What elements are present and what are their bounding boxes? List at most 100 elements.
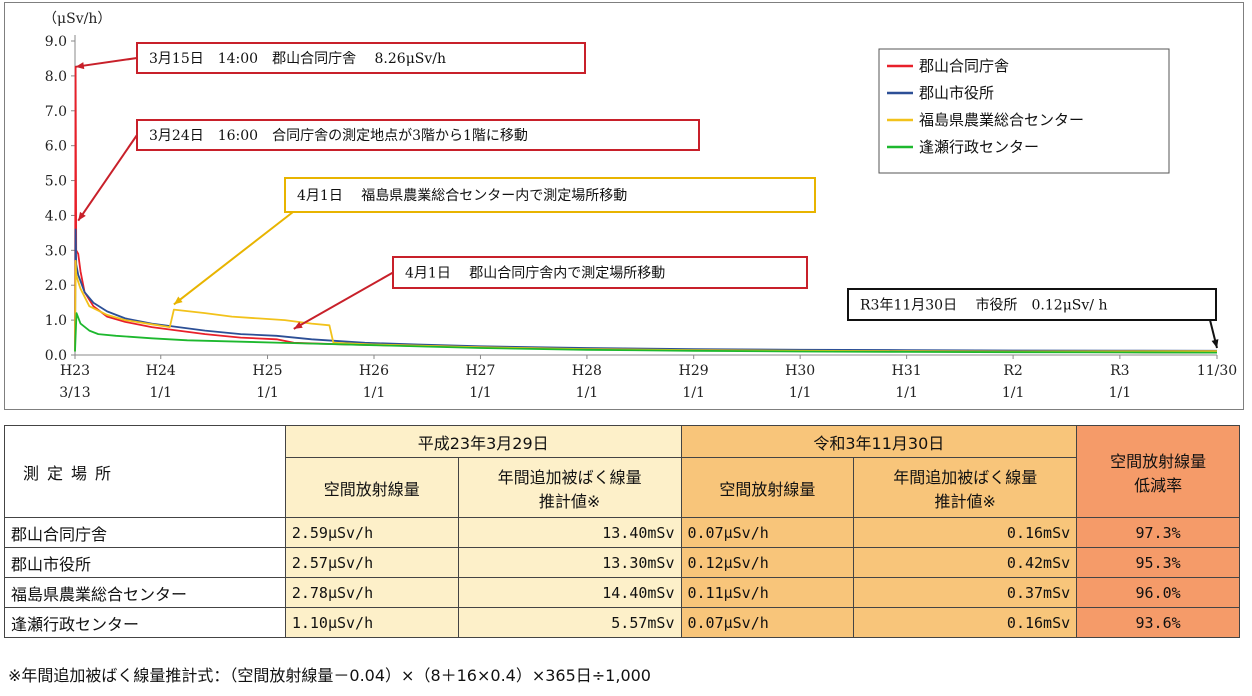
annotation-box-1 [136,42,586,74]
header-location: 測定場所 [4,425,286,518]
y-tick-label: 0.0 [45,348,67,364]
x-tick-label: 1/1 [149,385,172,401]
x-tick-label: H24 [146,363,176,379]
annotation-text-4: 4月1日 郡山合同庁舎内で測定場所移動 [405,266,665,282]
y-tick-label: 2.0 [45,278,67,294]
row-reduction-rate: 97.3% [1076,517,1240,548]
y-unit-label: （μSv/h） [43,11,111,27]
header-air-dose-2: 空間放射線量 [680,457,855,518]
row-air-dose-1: 2.57μSv/h [284,547,459,578]
legend-box [878,48,1170,174]
row-reduction-rate: 93.6% [1076,607,1240,638]
series-line-2 [74,228,1218,352]
row-air-dose-2: 0.12μSv/h [680,547,855,578]
row-location: 福島県農業総合センター [4,577,286,608]
annotation-arrow-4 [293,271,394,330]
x-tick-label: 1/1 [1109,385,1132,401]
annotation-arrowhead-3 [173,296,183,305]
legend-entry: 郡山市役所 [919,84,994,102]
row-annual-dose-2: 0.37mSv [853,577,1078,608]
x-tick-label: H29 [679,363,709,379]
row-air-dose-2: 0.07μSv/h [680,517,855,548]
x-tick-label: R2 [1003,363,1022,379]
y-tick-label: 4.0 [45,208,67,224]
annotation-text-2: 3月24日 16:00 合同庁舎の測定地点が3階から1階に移動 [149,128,528,144]
row-reduction-rate: 95.3% [1076,547,1240,578]
table-row: 郡山市役所 2.57μSv/h 13.30mSv 0.12μSv/h 0.42m… [4,547,1240,578]
annotation-arrowhead-4 [293,321,303,329]
annotation-arrowhead-1 [75,62,85,70]
annotation-arrow-2 [77,134,138,222]
x-tick-label: 11/30 [1197,363,1237,379]
x-tick-label: H28 [572,363,602,379]
row-air-dose-1: 2.59μSv/h [284,517,459,548]
x-tick-label: H31 [892,363,922,379]
y-tick-label: 6.0 [45,139,67,155]
row-annual-dose-2: 0.16mSv [853,517,1078,548]
legend-entry: 福島県農業総合センター [919,111,1084,129]
y-tick-label: 7.0 [45,104,67,120]
annotation-box-3 [284,177,816,213]
row-annual-dose-2: 0.16mSv [853,607,1078,638]
row-air-dose-1: 2.78μSv/h [284,577,459,608]
y-tick-label: 5.0 [45,174,67,190]
row-annual-dose-1: 5.57mSv [457,607,682,638]
row-reduction-rate: 96.0% [1076,577,1240,608]
y-tick-label: 9.0 [45,34,67,50]
x-tick-label: 1/1 [682,385,705,401]
x-tick-label: 1/1 [363,385,386,401]
x-tick-label: 1/1 [576,385,599,401]
annotation-text-5: R3年11月30日 市役所 0.12μSv/ h [860,297,1107,314]
table-row: 福島県農業総合センター 2.78μSv/h 14.40mSv 0.11μSv/h… [4,577,1240,608]
annotation-arrowhead-2 [78,211,86,221]
header-reduction-rate: 空間放射線量 低減率 [1076,425,1240,518]
x-tick-label: 1/1 [895,385,918,401]
radiation-line-chart: （μSv/h） 0.0 1.0 2.0 3.0 4.0 5.0 6.0 7.0 8.0 9.0 H23… [43,11,1237,401]
x-tick-label: H30 [785,363,815,379]
annotation-arrow-3 [173,211,294,306]
y-tick-label: 8.0 [45,69,67,85]
row-location: 郡山市役所 [4,547,286,578]
row-annual-dose-1: 13.30mSv [457,547,682,578]
y-tick-label: 1.0 [45,313,67,329]
y-tick-label: 3.0 [45,243,67,259]
annotation-text-3: 4月1日 福島県農業総合センター内で測定場所移動 [297,188,627,204]
x-tick-label: 3/13 [59,385,90,401]
chart-frame: （μSv/h） 0.0 1.0 2.0 3.0 4.0 5.0 6.0 7.0 8.0 9.0 H23… [4,2,1244,410]
x-tick-label: 1/1 [469,385,492,401]
x-tick-label: H26 [359,363,389,379]
x-tick-label: H23 [60,363,90,379]
x-tick-label: H25 [253,363,283,379]
row-annual-dose-1: 14.40mSv [457,577,682,608]
row-annual-dose-1: 13.40mSv [457,517,682,548]
x-tick-label: R3 [1110,363,1129,379]
header-air-dose-1: 空間放射線量 [284,457,459,518]
annotation-arrow-1 [75,57,138,68]
row-location: 郡山合同庁舎 [4,517,286,548]
table-row: 郡山合同庁舎 2.59μSv/h 13.40mSv 0.07μSv/h 0.16… [4,517,1240,548]
header-annual-dose-1: 年間追加被ばく線量 推計値※ [457,457,682,518]
footnote: ※年間追加被ばく線量推計式：（空間放射線量－0.04）×（8＋16×0.4）×3… [8,666,651,685]
table-row: 逢瀬行政センター 1.10μSv/h 5.57mSv 0.07μSv/h 0.1… [4,607,1240,638]
row-location: 逢瀬行政センター [4,607,286,638]
series-line-4 [74,312,1218,354]
x-tick-label: 1/1 [1002,385,1025,401]
row-air-dose-2: 0.11μSv/h [680,577,855,608]
row-air-dose-2: 0.07μSv/h [680,607,855,638]
annotation-text-1: 3月15日 14:00 郡山合同庁舎 8.26μSv/h [149,51,446,67]
annotation-box-4 [392,256,808,289]
header-annual-dose-2: 年間追加被ばく線量 推計値※ [853,457,1078,518]
legend-entry: 郡山合同庁舎 [919,57,1009,75]
legend-entry: 逢瀬行政センター [919,138,1039,156]
x-tick-label: H27 [465,363,495,379]
annotation-arrowhead-5 [1211,339,1219,349]
annotation-box-2 [136,119,700,151]
annotation-box-5 [847,288,1217,321]
header-group-r3: 令和3年11月30日 [680,425,1078,458]
row-annual-dose-2: 0.42mSv [853,547,1078,578]
x-tick-label: 1/1 [789,385,812,401]
row-air-dose-1: 1.10μSv/h [284,607,459,638]
x-tick-label: 1/1 [256,385,279,401]
header-group-h23: 平成23年3月29日 [284,425,682,458]
measurement-table: 測定場所 平成23年3月29日 令和3年11月30日 空間放射線量 低減率 空間… [4,425,1240,638]
